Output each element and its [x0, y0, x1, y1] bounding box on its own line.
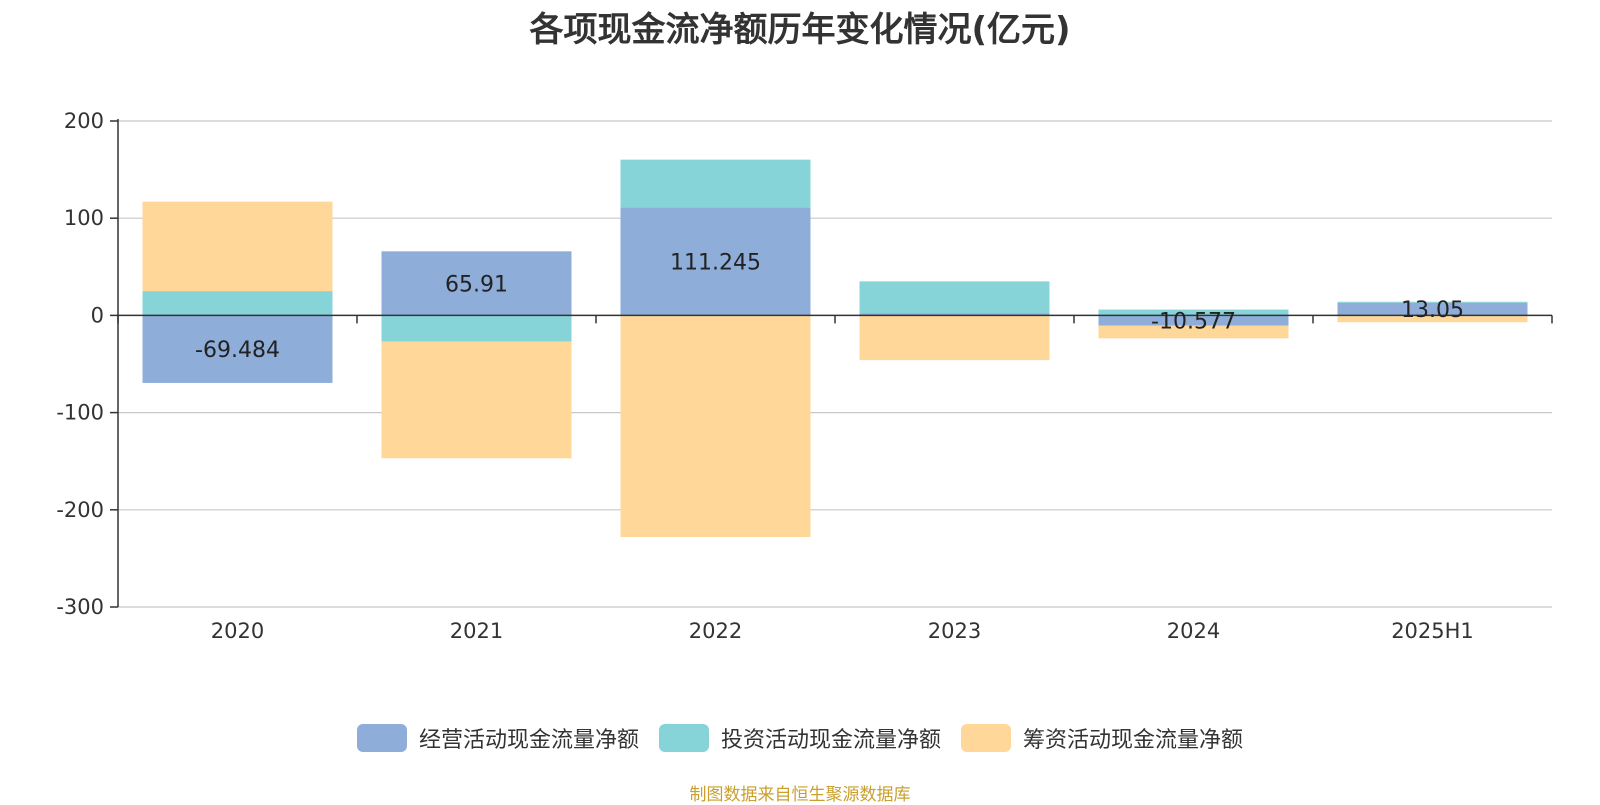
- legend-item-1[interactable]: 经营活动现金流量净额: [356, 722, 639, 754]
- bar-series1-2022: [620, 207, 811, 316]
- legend: 经营活动现金流量净额 投资活动现金流量净额 筹资活动现金流量净额: [0, 722, 1600, 754]
- legend-swatch: [961, 724, 1011, 752]
- legend-swatch: [658, 724, 709, 752]
- bar-series3-2021: [381, 341, 572, 459]
- data-label-2021: 65.91: [445, 272, 508, 297]
- data-label-2020: -69.484: [195, 338, 280, 363]
- bar-series1-2023: [859, 313, 1050, 316]
- bar-series1-2020: [142, 315, 333, 383]
- bar-series3-2025H1: [1337, 315, 1528, 323]
- x-tick-label-2020: 2020: [211, 619, 264, 643]
- bar-series3-2023: [859, 315, 1050, 361]
- bar-series1-2024: [1098, 315, 1289, 326]
- data-label-2025H1: 13.05: [1401, 298, 1464, 323]
- bar-series1-2021: [381, 251, 572, 316]
- source-note: 制图数据来自恒生聚源数据库: [689, 785, 911, 805]
- bar-series2-2025H1: [1337, 301, 1528, 303]
- y-tick-label: 0: [91, 303, 104, 327]
- bar-series3-2022: [620, 315, 811, 538]
- bar-series3-2020: [142, 201, 333, 292]
- legend-item-2[interactable]: 投资活动现金流量净额: [658, 722, 941, 754]
- y-tick-label: -100: [56, 401, 104, 425]
- y-tick-label: -200: [56, 498, 104, 522]
- legend-label: 经营活动现金流量净额: [418, 728, 639, 753]
- legend-swatch: [356, 724, 407, 752]
- chart-title: 各项现金流净额历年变化情况(亿元): [529, 10, 1071, 50]
- bar-series2-2023: [859, 281, 1050, 314]
- x-tick-label-2021: 2021: [450, 619, 503, 643]
- bar-series2-2021: [381, 315, 572, 342]
- data-label-2022: 111.245: [670, 250, 761, 275]
- bar-series3-2024: [1098, 325, 1289, 339]
- bar-series2-2020: [142, 291, 333, 316]
- x-tick-label-2024: 2024: [1167, 619, 1220, 643]
- y-tick-label: -300: [56, 595, 104, 619]
- bar-series1-2025H1: [1337, 302, 1528, 316]
- bar-series2-2022: [620, 159, 811, 208]
- x-tick-label-2023: 2023: [928, 619, 981, 643]
- x-tick-label-2025H1: 2025H1: [1391, 619, 1474, 643]
- y-tick-label: 200: [64, 109, 104, 133]
- bar-series2-2024: [1098, 309, 1289, 316]
- chart-plot: 200 100 0 -100 -200 -300 2020 2021 2022 2023 2024 2…: [56, 109, 1553, 643]
- data-label-2024: -10.577: [1151, 310, 1236, 335]
- legend-label: 筹资活动现金流量净额: [1023, 728, 1244, 753]
- legend-label: 投资活动现金流量净额: [720, 728, 941, 753]
- legend-item-3[interactable]: 筹资活动现金流量净额: [961, 722, 1243, 754]
- x-tick-label-2022: 2022: [689, 619, 742, 643]
- y-tick-label: 100: [64, 206, 104, 230]
